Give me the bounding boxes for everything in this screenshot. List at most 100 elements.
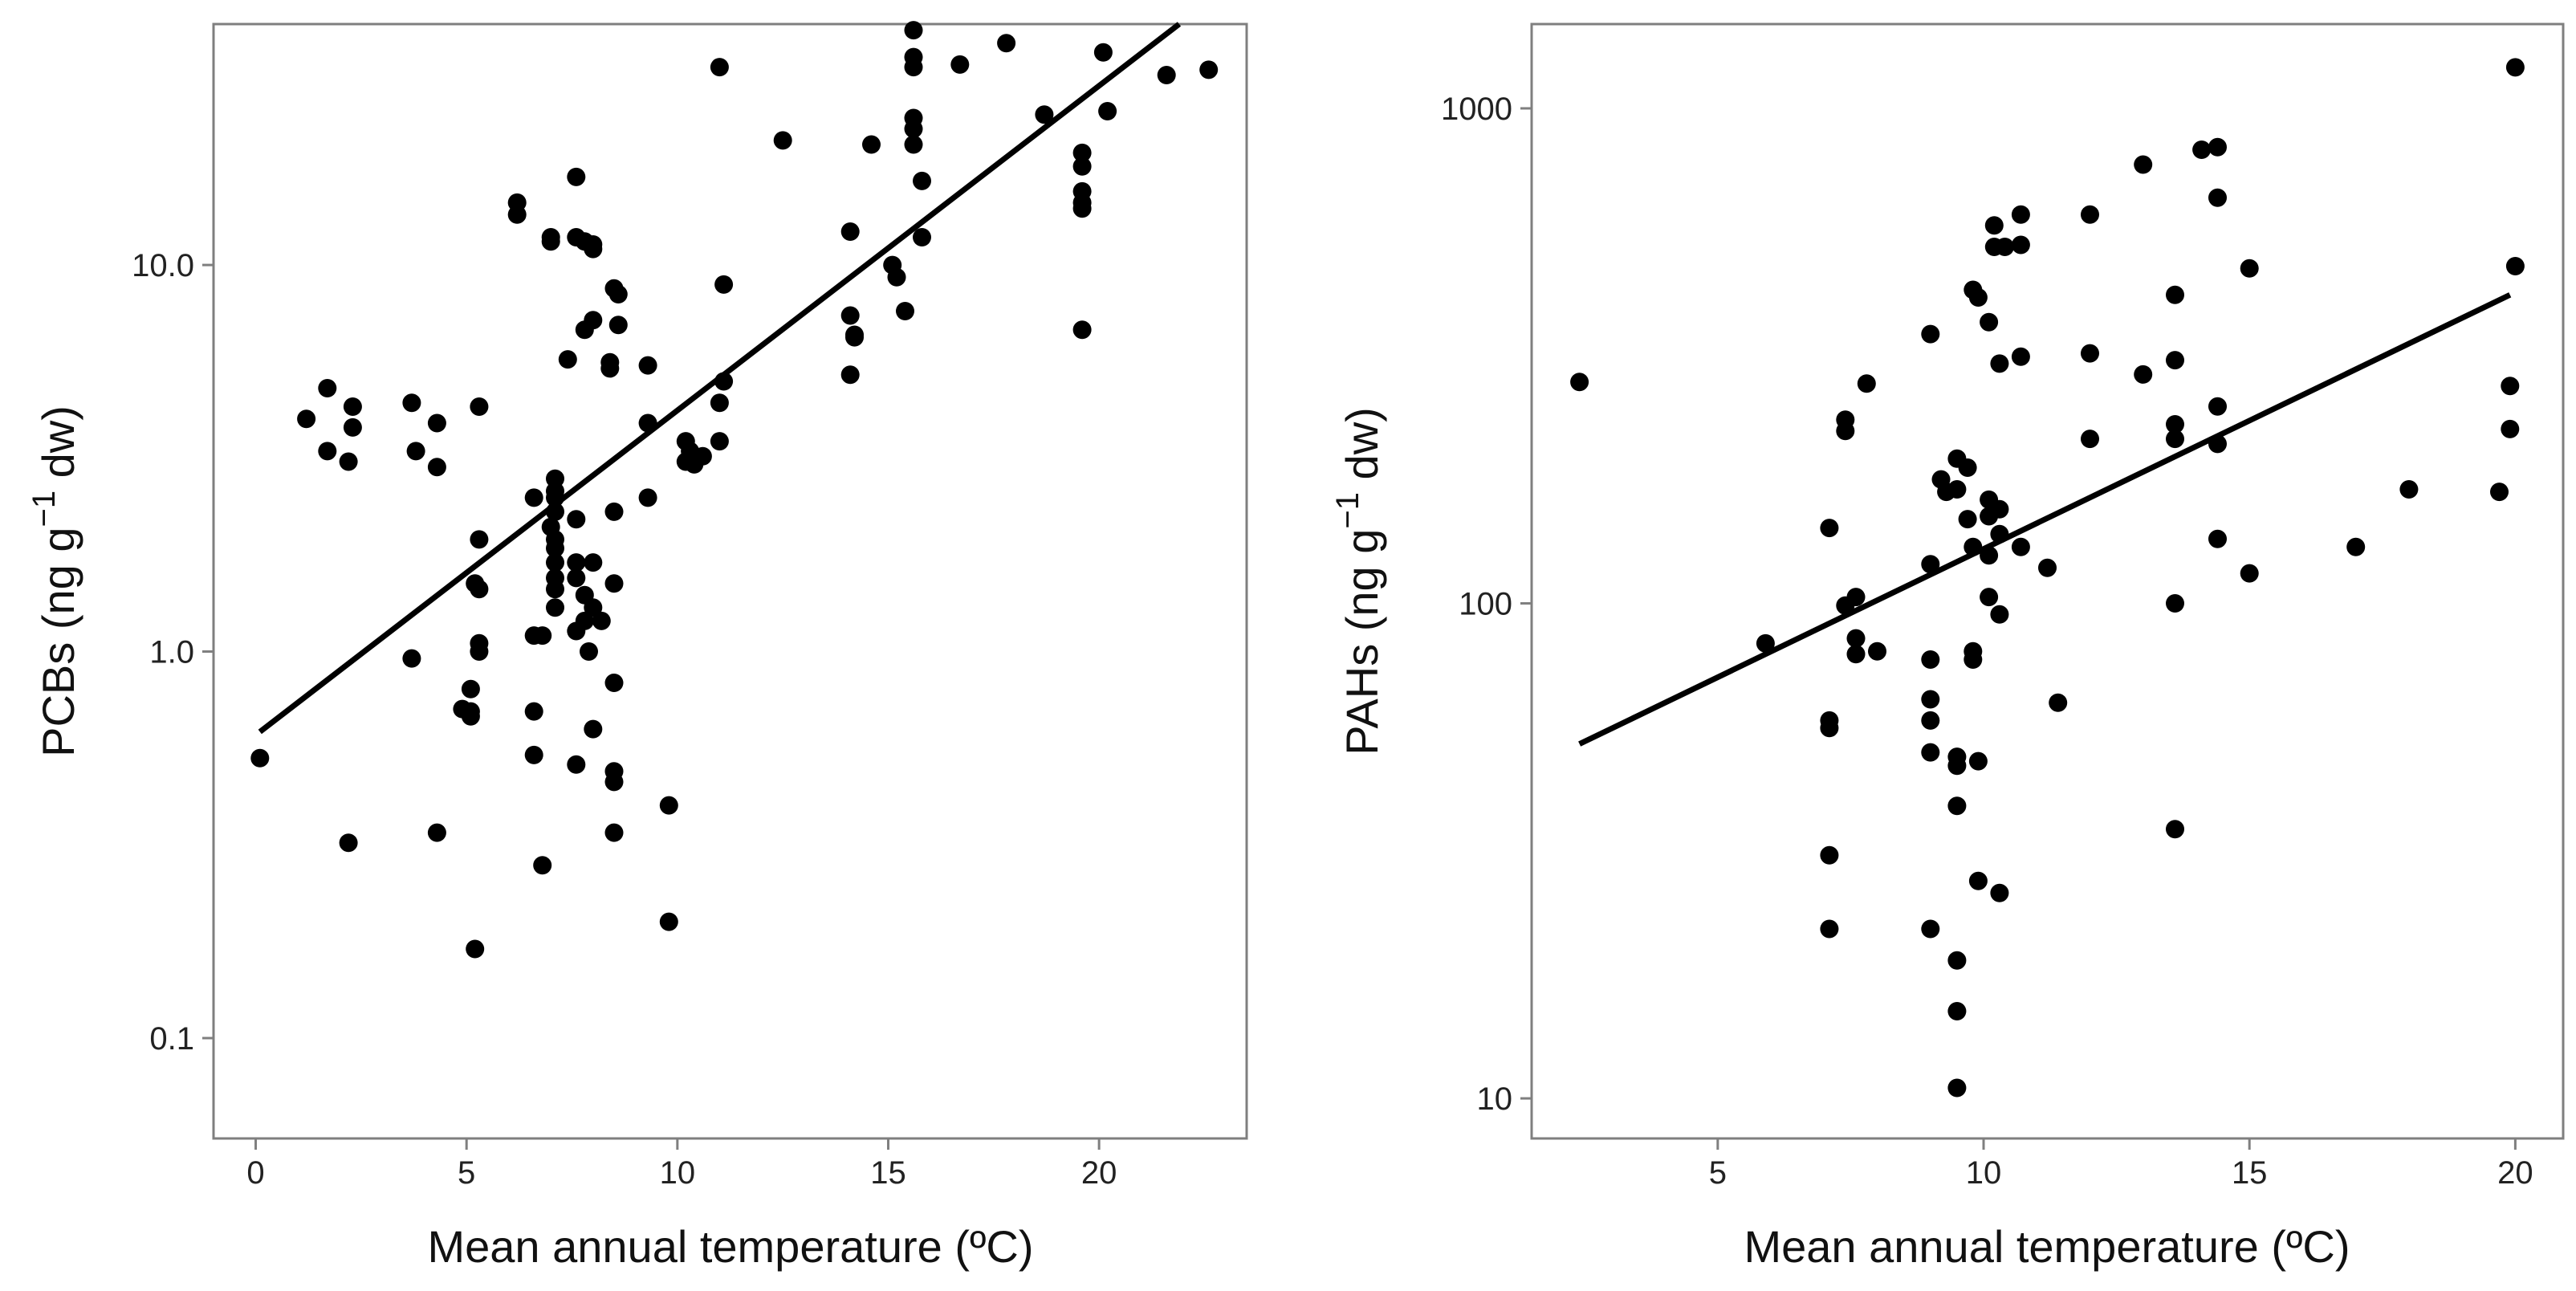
pah-x-tick-label: 5	[1709, 1155, 1727, 1191]
pah-point	[1570, 373, 1589, 392]
pah-point	[1921, 324, 1940, 344]
pcb-y-axis-title: PCBs (ng g−1 dw)	[26, 405, 83, 757]
pah-point	[2038, 558, 2057, 577]
pcb-x-tick-label: 15	[870, 1155, 906, 1191]
pah-trend-line	[1578, 292, 2512, 747]
pcb-point	[546, 598, 564, 617]
pah-point	[1968, 751, 1988, 771]
pcb-point	[524, 702, 543, 721]
pcb-point	[659, 796, 678, 815]
pcb-point	[567, 553, 586, 572]
pah-x-ticks: 5 10 15 20	[1709, 1138, 2533, 1191]
pah-point	[1820, 519, 1839, 538]
pcb-point	[343, 417, 362, 437]
pcb-point	[507, 205, 527, 224]
pah-point	[1921, 743, 1940, 762]
pah-point	[1921, 555, 1940, 574]
pah-point	[2208, 397, 2227, 416]
pcb-point	[913, 171, 931, 190]
pcb-point	[1072, 157, 1092, 176]
pah-point	[2399, 480, 2419, 499]
pcb-point	[904, 120, 923, 138]
pcb-point	[558, 350, 577, 369]
pah-point	[1980, 546, 1999, 565]
pcb-point	[584, 598, 603, 617]
pah-point	[1990, 524, 2009, 544]
pcb-point	[584, 553, 603, 572]
pah-point	[1836, 422, 1855, 441]
pah-point	[1846, 629, 1866, 648]
pcb-point	[1199, 60, 1219, 79]
pcb-point	[604, 502, 624, 521]
pcb-point	[714, 372, 734, 391]
pah-point	[2081, 344, 2099, 363]
pcb-point	[584, 719, 603, 739]
pah-point	[1984, 216, 2004, 235]
pcb-point	[714, 275, 734, 294]
pah-point	[1921, 690, 1940, 709]
pah-point	[2166, 594, 2184, 613]
pah-panel: 5 10 15 20 10 100 1000 Mean annual temperatur…	[1330, 22, 2565, 1272]
pcb-point	[402, 649, 421, 668]
pcb-point	[470, 642, 489, 661]
pcb-point	[862, 135, 881, 154]
pcb-point	[339, 452, 358, 471]
pah-point	[1980, 588, 1999, 607]
pah-point	[2240, 259, 2259, 278]
pcb-point	[1157, 66, 1176, 84]
pcb-point	[584, 311, 603, 330]
pcb-point	[604, 574, 624, 593]
pah-point	[1756, 633, 1775, 653]
pah-point	[2208, 529, 2227, 548]
pcb-points	[250, 21, 1219, 959]
pcb-point	[638, 356, 657, 375]
pcb-point	[840, 306, 860, 325]
pah-point	[2490, 483, 2509, 502]
pah-point	[2192, 141, 2212, 159]
pcb-point	[608, 285, 628, 303]
pah-point	[1947, 951, 1967, 970]
pah-x-axis-title: Mean annual temperature (ºC)	[1744, 1221, 2350, 1272]
pah-point	[1857, 374, 1876, 393]
pcb-point	[584, 239, 603, 259]
pah-y-tick-label: 1000	[1441, 92, 1512, 127]
pcb-x-tick-label: 5	[458, 1155, 475, 1191]
pah-x-tick-label: 20	[2497, 1155, 2533, 1191]
pcb-point	[546, 488, 564, 507]
pah-point	[1964, 650, 1983, 669]
pcb-point	[840, 365, 860, 385]
pcb-point	[339, 833, 358, 853]
pah-point	[1958, 458, 1977, 477]
pcb-point	[533, 626, 552, 646]
pcb-point	[546, 502, 564, 521]
pcb-point	[470, 530, 489, 549]
pcb-x-ticks: 0 5 10 15 20	[246, 1138, 1117, 1191]
pcb-point	[406, 442, 425, 461]
pah-point	[1868, 641, 1886, 661]
pah-point	[1846, 588, 1866, 607]
pah-point	[1980, 312, 1999, 332]
pcb-point	[250, 748, 270, 768]
pcb-point	[470, 580, 489, 599]
pcb-y-tick-label: 0.1	[149, 1021, 194, 1057]
pcb-point	[524, 488, 543, 507]
pcb-point	[950, 55, 970, 74]
pcb-point	[887, 267, 906, 287]
pcb-point	[427, 458, 446, 477]
pah-point	[2208, 434, 2227, 454]
pah-y-tick-label: 10	[1477, 1081, 1513, 1117]
pah-point	[1968, 288, 1988, 307]
pcb-x-axis-title: Mean annual temperature (ºC)	[427, 1221, 1033, 1272]
pcb-point	[546, 539, 564, 558]
pcb-x-tick-label: 0	[246, 1155, 264, 1191]
pcb-point	[427, 413, 446, 433]
pah-point	[2166, 415, 2184, 434]
pah-point	[1990, 354, 2009, 373]
pcb-point	[840, 222, 860, 241]
pah-point	[1921, 650, 1940, 669]
pah-point	[1846, 645, 1866, 664]
pcb-point	[604, 823, 624, 842]
pcb-point	[461, 707, 480, 726]
pah-point	[1947, 480, 1967, 499]
pcb-point	[604, 674, 624, 692]
